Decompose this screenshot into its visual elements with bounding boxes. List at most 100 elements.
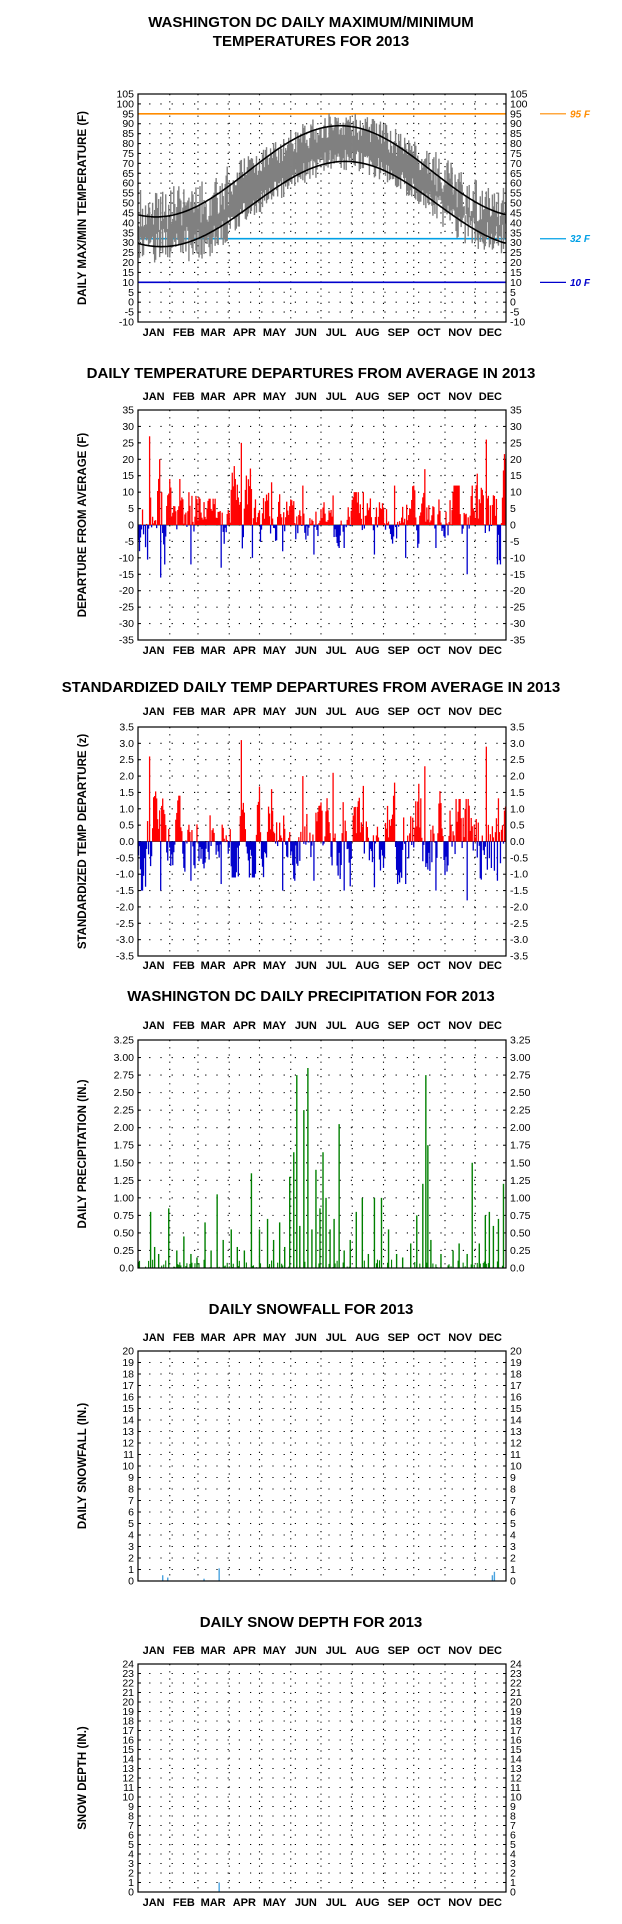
y-tick-label-left: 2.50 [114, 1087, 135, 1099]
y-tick-label-left: 19 [122, 1706, 134, 1718]
month-label-bottom: JAN [143, 645, 165, 657]
y-tick-label-left: 21 [122, 1687, 134, 1699]
y-tick-label-left: 35 [122, 227, 134, 239]
month-label-bottom: MAY [263, 960, 287, 972]
y-tick-label-left: 105 [116, 89, 134, 101]
y-tick-label-right: 14 [510, 1754, 522, 1766]
y-tick-label-left: 4 [128, 1849, 134, 1861]
y-tick-label-left: 1.50 [114, 1157, 135, 1169]
y-tick-label-right: 12 [510, 1773, 522, 1785]
month-label-top: MAR [201, 1645, 226, 1657]
y-tick-label-left: 50 [122, 198, 134, 210]
y-tick-label-left: 3.0 [119, 738, 134, 750]
plot-grid [138, 1040, 506, 1268]
y-tick-label-left: -3.5 [116, 951, 134, 963]
y-tick-label-right: -3.5 [510, 951, 528, 963]
y-tick-label-right: 11 [510, 1449, 521, 1461]
month-label-top: APR [233, 1020, 256, 1032]
y-tick-label-left: 80 [122, 138, 134, 150]
y-tick-label-right: 12 [510, 1438, 522, 1450]
month-label-top: MAY [263, 391, 287, 403]
month-label-bottom: SEP [388, 645, 410, 657]
y-tick-label-right: 18 [510, 1716, 522, 1728]
month-label-bottom: MAY [263, 1897, 287, 1909]
month-label-top: FEB [173, 391, 195, 403]
y-tick-label-right: 9 [510, 1472, 516, 1484]
month-label-top: JAN [143, 706, 165, 718]
y-tick-label-right: 10 [510, 487, 522, 499]
month-label-bottom: JUL [326, 327, 347, 339]
month-label-bottom: APR [233, 1897, 256, 1909]
y-tick-label-left: 25 [122, 437, 134, 449]
precipitation-bars [137, 1068, 505, 1268]
y-tick-label-right: 17 [510, 1380, 522, 1392]
y-tick-label-left: 6 [128, 1830, 134, 1842]
month-label-top: FEB [173, 706, 195, 718]
month-label-top: NOV [448, 1020, 473, 1032]
month-label-top: OCT [417, 1020, 441, 1032]
y-tick-label-left: 8 [128, 1811, 134, 1823]
y-tick-label-right: -1.5 [510, 885, 528, 897]
y-tick-label-left: -10 [119, 552, 134, 564]
y-tick-label-right: 35 [510, 405, 522, 417]
y-tick-label-right: 0 [510, 520, 516, 532]
y-tick-label-right: 45 [510, 207, 522, 219]
reference-label: 95 F [570, 109, 591, 120]
y-tick-label-right: 2.50 [510, 1087, 531, 1099]
plot-frame [137, 726, 507, 957]
y-tick-label-right: 15 [510, 470, 522, 482]
month-label-top: JUL [326, 391, 347, 403]
month-label-top: JAN [143, 1645, 165, 1657]
month-label-top: AUG [355, 1645, 379, 1657]
month-label-bottom: NOV [448, 327, 473, 339]
month-label-top: OCT [417, 1645, 441, 1657]
month-label-bottom: MAY [263, 645, 287, 657]
month-label-top: SEP [388, 1645, 410, 1657]
month-label-top: APR [233, 391, 256, 403]
y-tick-labels: 0.0 0.0 0.25 0.25 0.50 0.50 0.75 0.75 1.00 1.00 1.… [114, 1035, 531, 1275]
month-label-bottom: NOV [448, 1897, 473, 1909]
y-tick-label-right: 1.50 [510, 1157, 531, 1169]
y-tick-label-right: 3.00 [510, 1052, 531, 1064]
y-tick-label-right: 16 [510, 1735, 522, 1747]
month-label-bottom: APR [233, 960, 256, 972]
y-tick-label-right: 1 [510, 1877, 516, 1889]
y-tick-label-right: 10 [510, 1792, 522, 1804]
month-label-bottom: APR [233, 645, 256, 657]
month-label-top: SEP [388, 1332, 410, 1344]
y-tick-label-left: 45 [122, 207, 134, 219]
y-tick-label-left: 20 [122, 1346, 134, 1358]
y-tick-label-right: -15 [510, 569, 525, 581]
y-tick-label-left: -1.0 [116, 869, 134, 881]
y-tick-label-right: -3.0 [510, 934, 528, 946]
month-label-top: MAY [263, 1020, 287, 1032]
y-tick-label-right: 7 [510, 1820, 516, 1832]
y-tick-label-right: 40 [510, 217, 522, 229]
y-tick-label-right: 5 [510, 503, 516, 515]
y-tick-label-right: 0 [510, 1576, 516, 1588]
month-label-top: OCT [417, 706, 441, 718]
y-tick-label-right: 90 [510, 118, 522, 130]
month-label-bottom: JUN [295, 1897, 317, 1909]
plot-frame [137, 93, 507, 323]
y-tick-label-left: 0.5 [119, 820, 134, 832]
month-label-top: JUL [326, 706, 347, 718]
y-tick-label-right: 13 [510, 1426, 522, 1438]
y-tick-label-right: 22 [510, 1678, 522, 1690]
y-tick-label-left: 4 [128, 1530, 134, 1542]
y-tick-label-right: -5 [510, 536, 519, 548]
y-axis-label: DEPARTURE FROM AVERAGE (F) [77, 433, 89, 618]
month-label-bottom: MAR [201, 327, 226, 339]
y-tick-label-right: 2.75 [510, 1070, 531, 1082]
month-label-top: NOV [448, 706, 473, 718]
y-tick-label-right: 19 [510, 1706, 522, 1718]
y-tick-label-right: -35 [510, 635, 525, 647]
month-label-top: SEP [388, 391, 410, 403]
month-label-bottom: MAR [201, 1897, 226, 1909]
y-tick-label-left: 0 [128, 1887, 134, 1899]
month-label-bottom: JUN [295, 645, 317, 657]
y-tick-label-right: 80 [510, 138, 522, 150]
month-label-top: JUL [326, 1645, 347, 1657]
y-tick-label-left: 14 [122, 1415, 134, 1427]
